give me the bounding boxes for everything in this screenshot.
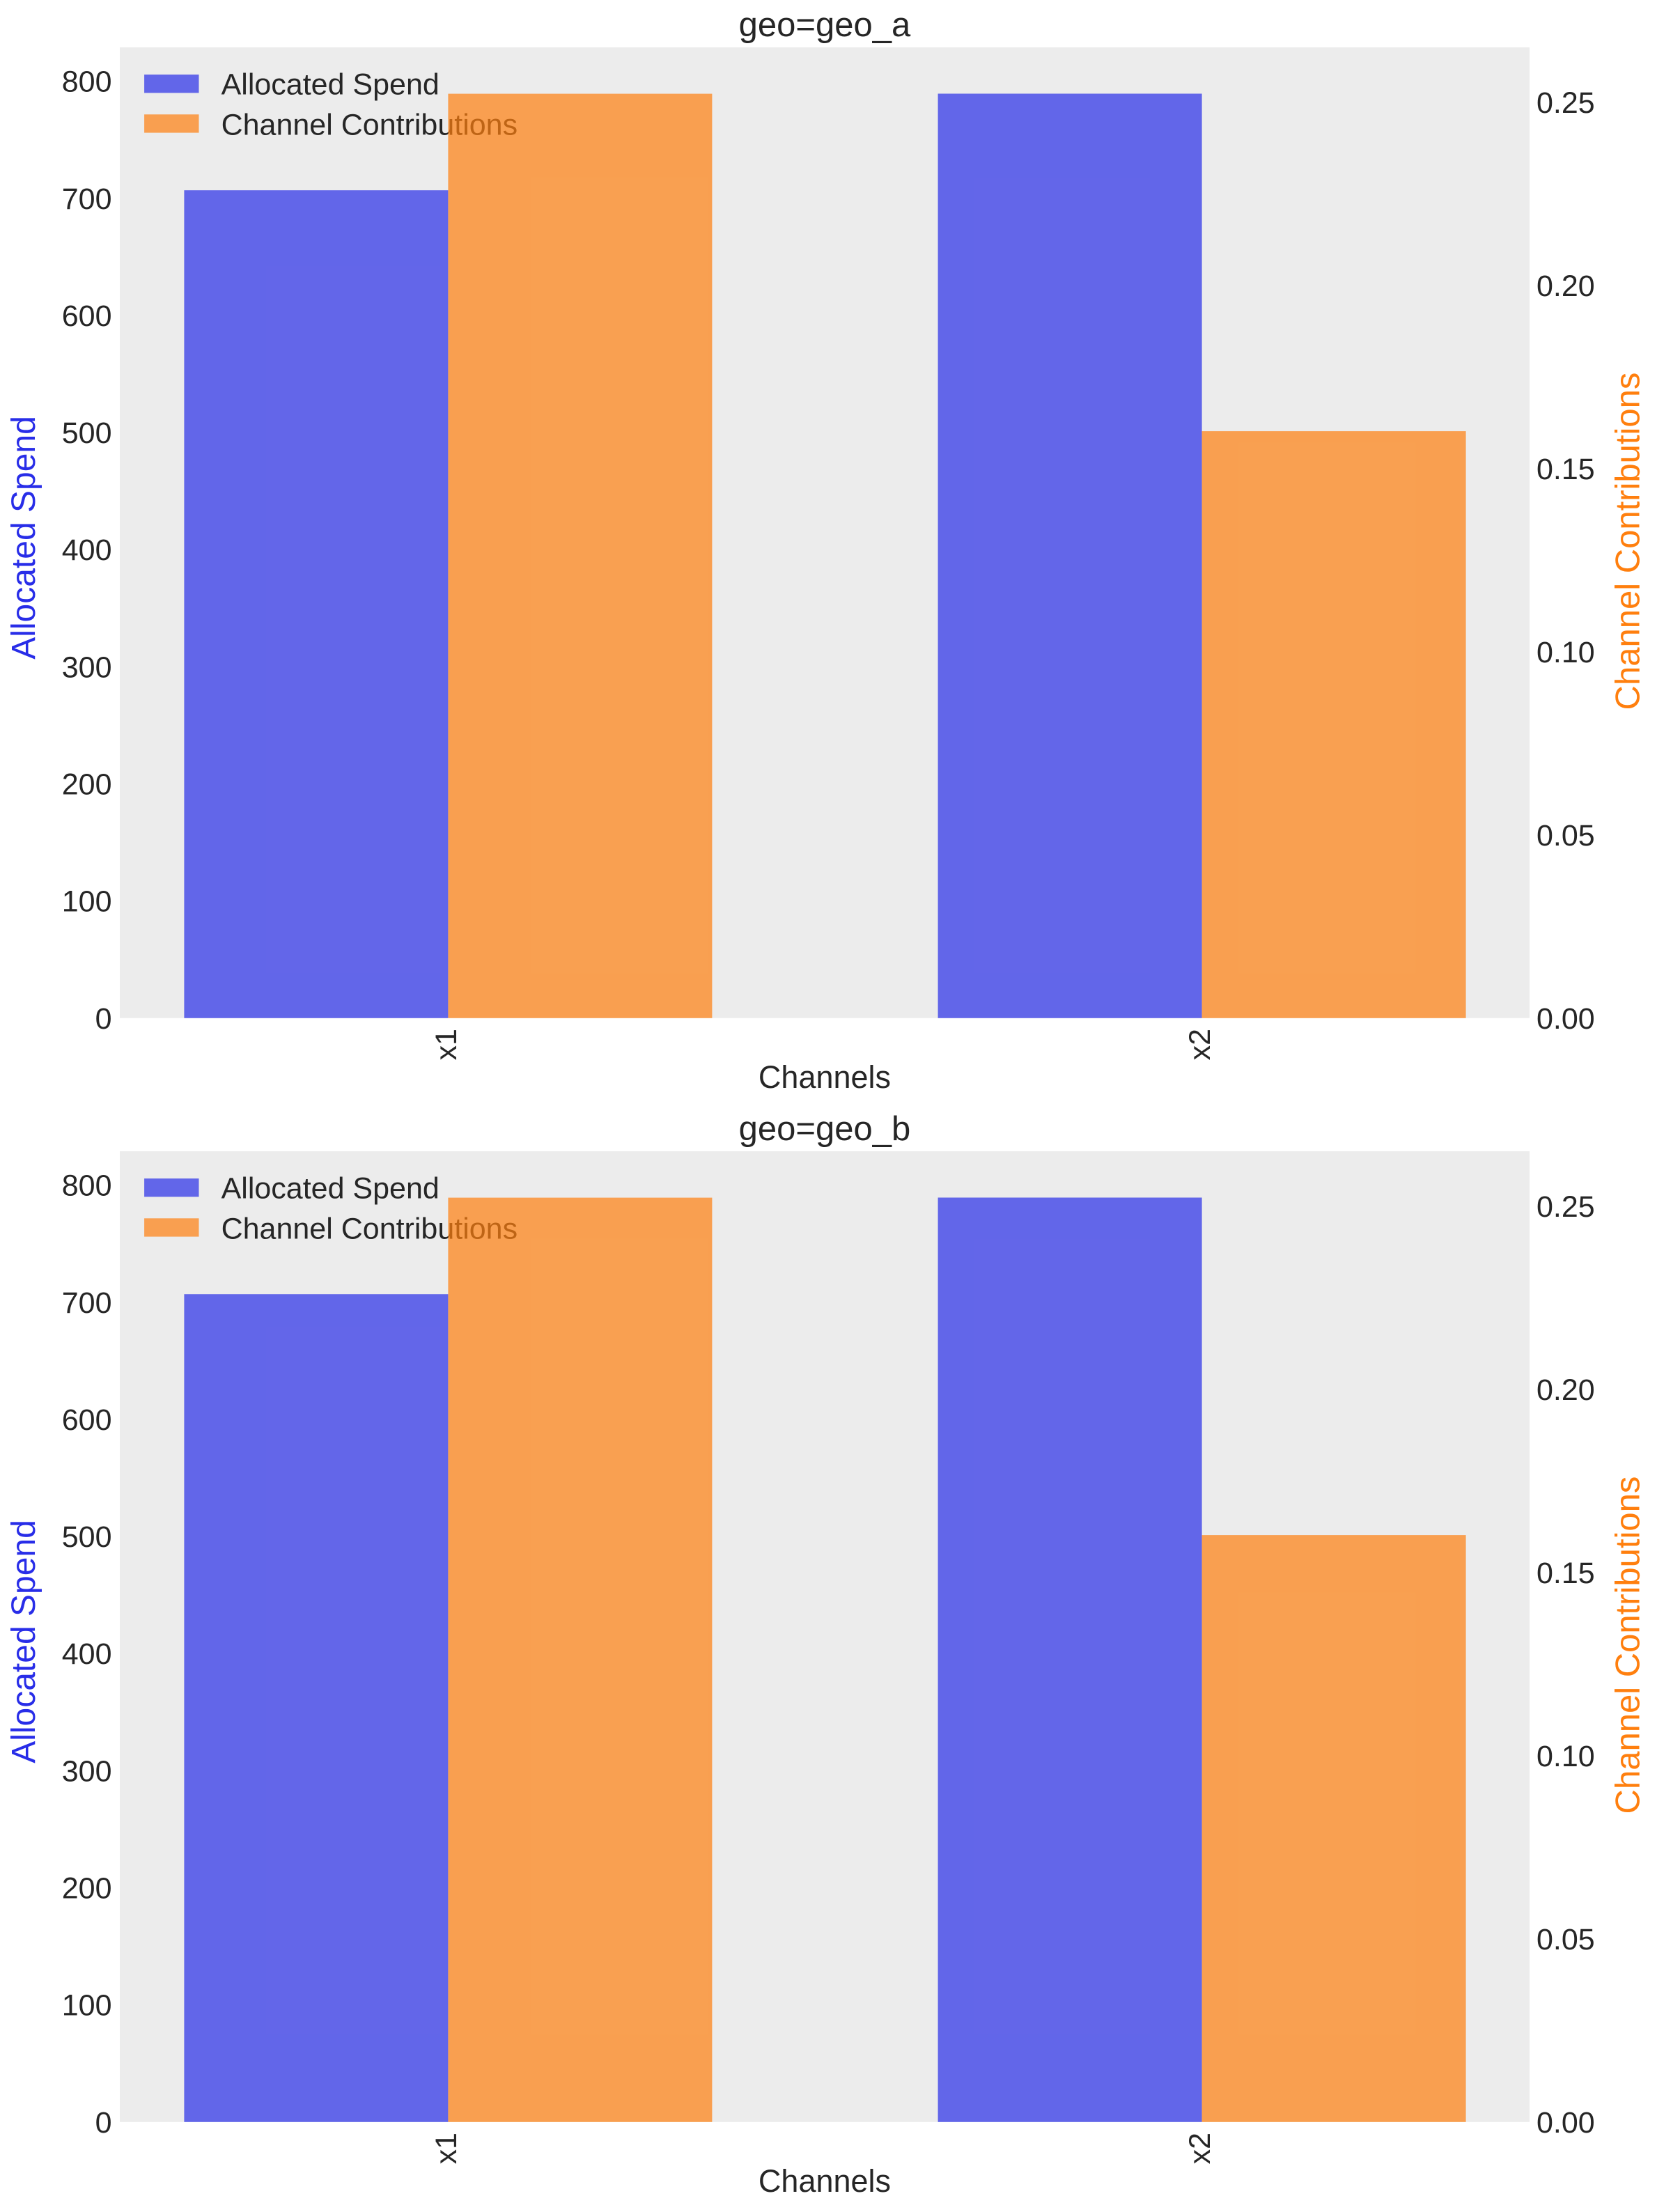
svg-text:300: 300	[62, 1754, 112, 1788]
svg-text:0.05: 0.05	[1537, 819, 1595, 852]
svg-text:500: 500	[62, 416, 112, 450]
svg-text:500: 500	[62, 1520, 112, 1554]
svg-text:Allocated Spend: Allocated Spend	[221, 68, 439, 101]
svg-text:600: 600	[62, 1403, 112, 1437]
svg-text:0.15: 0.15	[1537, 1557, 1595, 1590]
svg-text:400: 400	[62, 1637, 112, 1671]
svg-text:x2: x2	[1183, 2133, 1217, 2164]
svg-text:x1: x1	[430, 2133, 463, 2164]
svg-text:geo=geo_b: geo=geo_b	[739, 1110, 911, 1148]
svg-text:Channel Contributions: Channel Contributions	[1610, 1477, 1647, 1814]
svg-text:200: 200	[62, 1872, 112, 1906]
svg-text:0.05: 0.05	[1537, 1923, 1595, 1956]
svg-text:Channels: Channels	[759, 2163, 891, 2199]
svg-text:0.00: 0.00	[1537, 2106, 1595, 2140]
svg-text:600: 600	[62, 299, 112, 333]
svg-text:x1: x1	[430, 1029, 463, 1060]
svg-text:400: 400	[62, 533, 112, 567]
svg-text:Allocated Spend: Allocated Spend	[6, 416, 42, 660]
svg-text:x2: x2	[1183, 1029, 1217, 1060]
svg-text:0.00: 0.00	[1537, 1002, 1595, 1036]
svg-text:200: 200	[62, 768, 112, 802]
svg-text:700: 700	[62, 1286, 112, 1320]
svg-text:300: 300	[62, 651, 112, 684]
svg-text:0.25: 0.25	[1537, 1190, 1595, 1224]
svg-text:800: 800	[62, 65, 112, 99]
svg-text:geo=geo_a: geo=geo_a	[739, 6, 911, 44]
svg-text:0: 0	[95, 2106, 112, 2140]
svg-text:0.10: 0.10	[1537, 636, 1595, 669]
svg-text:0.20: 0.20	[1537, 270, 1595, 303]
svg-text:700: 700	[62, 182, 112, 216]
svg-text:0.20: 0.20	[1537, 1373, 1595, 1407]
svg-text:0.10: 0.10	[1537, 1740, 1595, 1773]
svg-text:Channels: Channels	[759, 1059, 891, 1095]
svg-text:100: 100	[62, 1989, 112, 2023]
svg-text:100: 100	[62, 885, 112, 919]
svg-text:Allocated Spend: Allocated Spend	[6, 1520, 42, 1763]
svg-text:0.15: 0.15	[1537, 453, 1595, 486]
svg-text:Allocated Spend: Allocated Spend	[221, 1171, 439, 1205]
svg-text:Channel Contributions: Channel Contributions	[1610, 373, 1647, 710]
svg-text:800: 800	[62, 1169, 112, 1203]
svg-text:0: 0	[95, 1002, 112, 1036]
svg-text:0.25: 0.25	[1537, 86, 1595, 120]
